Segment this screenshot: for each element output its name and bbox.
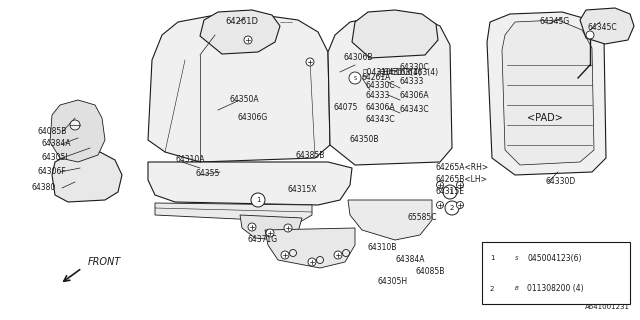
Text: 64306A: 64306A — [365, 103, 395, 113]
Text: Ⓢ043106163(4): Ⓢ043106163(4) — [380, 68, 439, 76]
Text: 64343C: 64343C — [400, 106, 429, 115]
Text: 1: 1 — [256, 197, 260, 203]
Text: 64355: 64355 — [195, 170, 220, 179]
Text: 2: 2 — [490, 286, 494, 292]
Text: 64306A: 64306A — [400, 92, 429, 100]
Text: 64315E: 64315E — [435, 188, 464, 196]
Text: 65585C: 65585C — [408, 213, 438, 222]
Circle shape — [349, 72, 361, 84]
Text: 64343C: 64343C — [365, 116, 395, 124]
Circle shape — [308, 258, 316, 266]
Text: 64380: 64380 — [32, 183, 56, 193]
Text: 64384A: 64384A — [395, 255, 424, 265]
Circle shape — [485, 251, 499, 265]
Polygon shape — [265, 228, 355, 268]
Text: 64333: 64333 — [400, 77, 424, 86]
Circle shape — [456, 202, 463, 209]
Text: FRONT: FRONT — [88, 257, 121, 267]
Text: 64261D: 64261D — [225, 18, 258, 27]
Text: 64305I: 64305I — [42, 154, 68, 163]
Text: 045004123(6): 045004123(6) — [527, 253, 582, 262]
Text: 64345C: 64345C — [588, 23, 618, 33]
Text: 64310A: 64310A — [175, 156, 205, 164]
Circle shape — [266, 229, 274, 237]
Bar — [482, 242, 630, 304]
Circle shape — [511, 252, 523, 264]
Text: 1: 1 — [448, 189, 452, 195]
Text: 64261A: 64261A — [362, 74, 392, 83]
Text: <PAD>: <PAD> — [527, 113, 563, 123]
Circle shape — [436, 202, 444, 209]
Circle shape — [443, 185, 457, 199]
Text: 64265B<LH>: 64265B<LH> — [435, 175, 487, 185]
Text: 64310B: 64310B — [368, 244, 397, 252]
Circle shape — [317, 257, 323, 263]
Circle shape — [436, 181, 444, 188]
Text: 64085B: 64085B — [415, 268, 444, 276]
Circle shape — [445, 201, 459, 215]
Polygon shape — [240, 215, 302, 240]
Circle shape — [70, 120, 80, 130]
Circle shape — [281, 251, 289, 259]
Polygon shape — [580, 8, 634, 44]
Polygon shape — [155, 203, 312, 222]
Polygon shape — [352, 10, 438, 58]
Circle shape — [586, 31, 594, 39]
Text: 011308200 (4): 011308200 (4) — [527, 284, 584, 293]
Text: 2: 2 — [450, 205, 454, 211]
Circle shape — [248, 223, 256, 231]
Text: 64315X: 64315X — [288, 186, 317, 195]
Polygon shape — [348, 200, 432, 240]
Text: ——: —— — [280, 19, 294, 25]
Polygon shape — [200, 10, 280, 54]
Circle shape — [456, 181, 463, 188]
Text: 64333: 64333 — [365, 92, 389, 100]
Text: 64350A: 64350A — [230, 95, 260, 105]
Text: 64305H: 64305H — [378, 277, 408, 286]
Polygon shape — [328, 16, 452, 165]
Circle shape — [306, 58, 314, 66]
Circle shape — [342, 250, 349, 257]
Polygon shape — [487, 12, 606, 175]
Text: 64306G: 64306G — [238, 114, 268, 123]
Text: B: B — [515, 286, 519, 292]
Circle shape — [284, 224, 292, 232]
Text: 64330D: 64330D — [545, 178, 575, 187]
Circle shape — [334, 251, 342, 259]
Text: A641001231: A641001231 — [585, 304, 630, 310]
Text: 64384A: 64384A — [42, 140, 72, 148]
Circle shape — [251, 193, 265, 207]
Text: 64075: 64075 — [333, 103, 357, 113]
Text: 64385B: 64385B — [295, 150, 324, 159]
Text: 64085B: 64085B — [38, 127, 67, 137]
Text: 64345G: 64345G — [540, 18, 570, 27]
Text: 64306F: 64306F — [38, 167, 67, 177]
Text: 64350B: 64350B — [350, 135, 380, 145]
Circle shape — [289, 250, 296, 257]
Circle shape — [511, 283, 523, 295]
Polygon shape — [502, 20, 594, 165]
Text: 64330C: 64330C — [400, 63, 429, 73]
Text: S: S — [353, 76, 356, 81]
Polygon shape — [52, 152, 122, 202]
Circle shape — [485, 282, 499, 296]
Polygon shape — [148, 162, 352, 205]
Polygon shape — [148, 15, 330, 162]
Text: 64371G: 64371G — [248, 236, 278, 244]
Polygon shape — [50, 100, 105, 162]
Text: 64265A<RH>: 64265A<RH> — [435, 164, 488, 172]
Text: S: S — [515, 255, 519, 260]
Text: 1: 1 — [490, 255, 494, 261]
Circle shape — [244, 36, 252, 44]
Text: 64330C: 64330C — [365, 81, 395, 90]
Text: Ⓢ043106163(4): Ⓢ043106163(4) — [363, 68, 422, 76]
Text: 64306B: 64306B — [343, 53, 372, 62]
